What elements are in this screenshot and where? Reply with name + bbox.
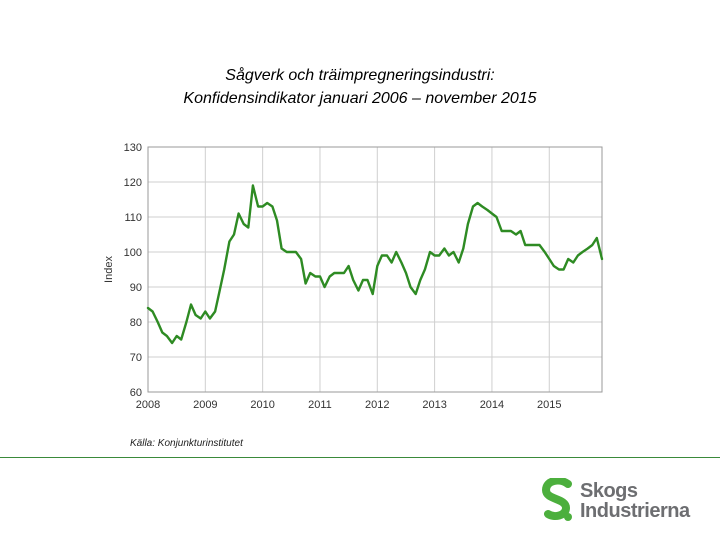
series-group: [146, 184, 604, 345]
y-tick-label: 110: [124, 212, 142, 224]
y-tick-label: 90: [130, 282, 142, 294]
logo-wordmark: Skogs Industrierna: [580, 481, 690, 521]
x-tick-label: 2011: [308, 399, 332, 411]
source-note: Källa: Konjunkturinstitutet: [130, 438, 243, 449]
plot-frame: [147, 146, 603, 393]
y-axis-ticks: 60 70 80 90 100 110 120 130: [124, 142, 142, 399]
y-tick-label: 130: [124, 142, 142, 154]
x-tick-label: 2009: [193, 399, 217, 411]
y-tick-label: 60: [130, 387, 142, 399]
x-tick-label: 2014: [480, 399, 504, 411]
x-tick-label: 2013: [422, 399, 446, 411]
x-tick-label: 2010: [250, 399, 274, 411]
y-tick-label: 100: [124, 247, 142, 259]
x-tick-label: 2015: [537, 399, 561, 411]
y-tick-label: 120: [124, 177, 142, 189]
chart-title: Sågverk och träimpregneringsindustri: Ko…: [0, 64, 720, 110]
y-tick-label: 70: [130, 352, 142, 364]
y-axis-label: Index: [103, 256, 115, 283]
x-axis-ticks: 2008 2009 2010 2011 2012 2013 2014 2015: [136, 399, 562, 411]
series-line-1: [146, 184, 604, 345]
logo-line2: Industrierna: [580, 500, 690, 522]
logo-line1: Skogs: [580, 480, 638, 502]
footer-rule: [0, 457, 720, 458]
chart-title-line1: Sågverk och träimpregneringsindustri:: [225, 67, 495, 84]
line-chart: 60 70 80 90 100 110 120 130 2008 2009 2010 2011 201…: [103, 142, 604, 411]
chart-grid: [147, 146, 602, 393]
x-tick-label: 2012: [365, 399, 389, 411]
x-tick-label: 2008: [136, 399, 160, 411]
skogsindustrierna-logo-icon: [541, 478, 572, 521]
y-tick-label: 80: [130, 317, 142, 329]
chart-title-line2: Konfidensindikator januari 2006 – novemb…: [183, 90, 537, 107]
